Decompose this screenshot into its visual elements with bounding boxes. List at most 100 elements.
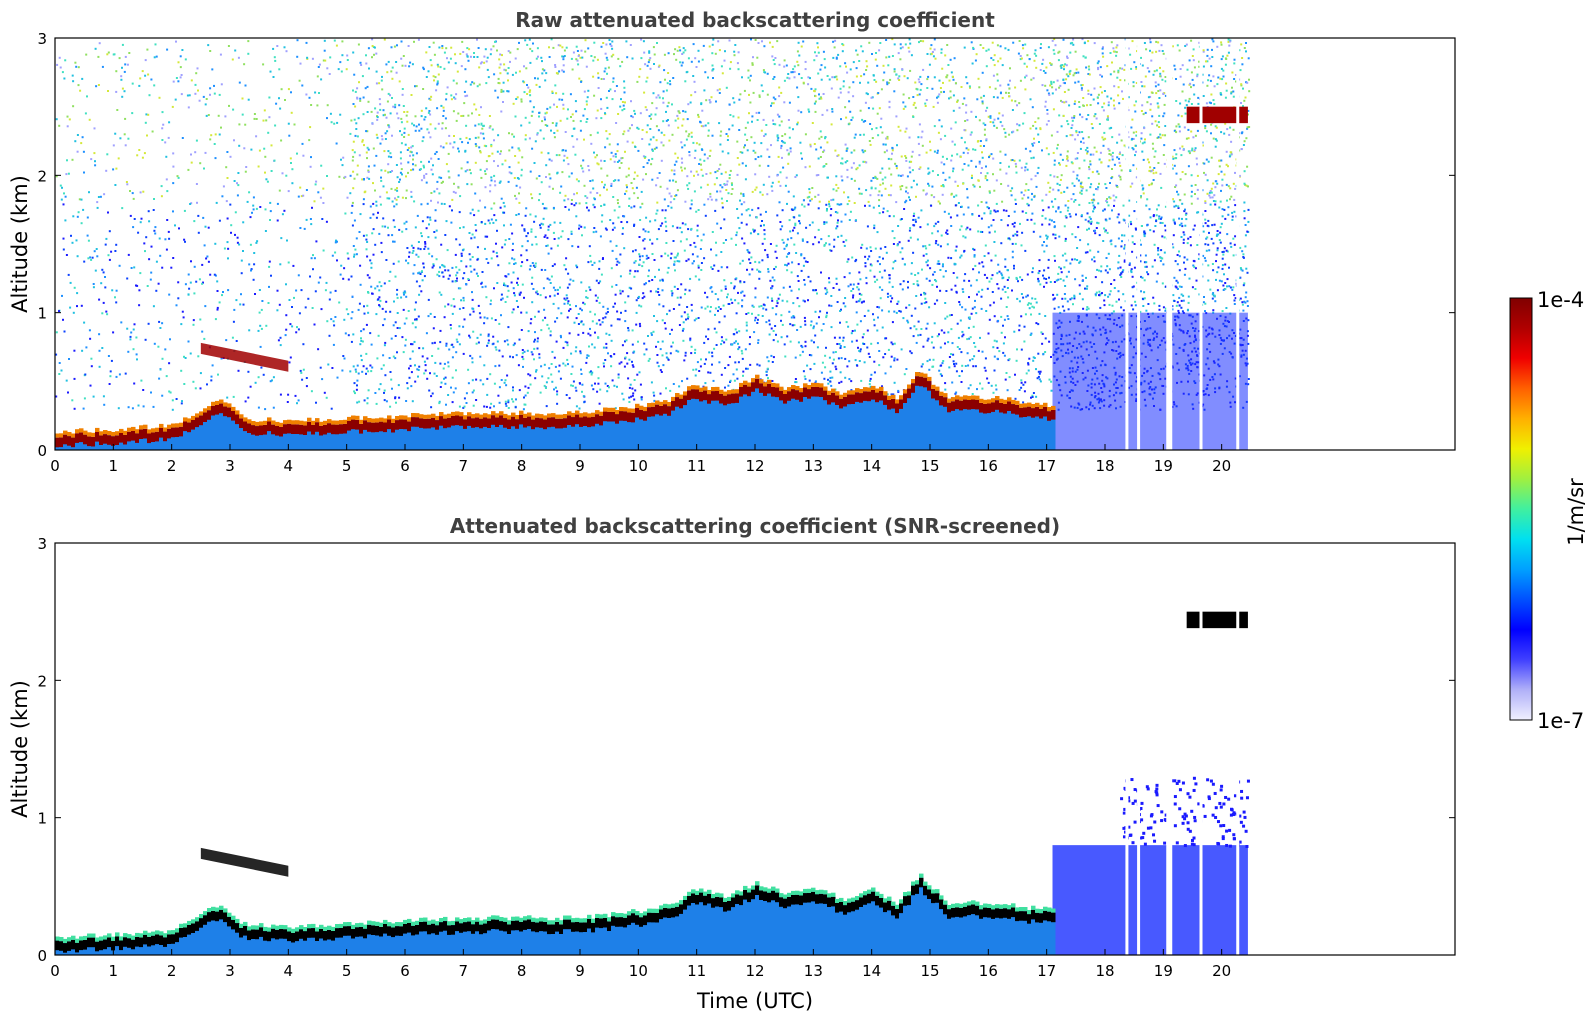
noise-speck bbox=[685, 259, 688, 262]
noise-speck bbox=[553, 136, 556, 139]
noise-speck bbox=[878, 199, 881, 202]
noise-speck bbox=[522, 358, 525, 361]
noise-speck bbox=[363, 178, 365, 180]
noise-speck bbox=[534, 315, 536, 318]
noise-speck bbox=[556, 171, 559, 174]
noise-speck bbox=[846, 147, 849, 150]
noise-speck bbox=[566, 358, 569, 361]
noise-speck bbox=[726, 200, 728, 202]
noise-speck bbox=[797, 341, 800, 344]
noise-speck bbox=[362, 198, 365, 201]
noise-speck bbox=[856, 53, 859, 56]
noise-speck bbox=[665, 242, 668, 244]
noise-speck bbox=[378, 305, 381, 308]
noise-speck bbox=[403, 111, 406, 113]
noise-speck bbox=[593, 151, 595, 154]
noise-speck bbox=[819, 310, 822, 313]
noise-speck bbox=[326, 117, 328, 120]
noise-speck bbox=[532, 106, 535, 109]
noise-speck bbox=[737, 302, 740, 305]
noise-speck bbox=[509, 60, 511, 63]
noise-speck bbox=[457, 186, 460, 189]
noise-speck bbox=[213, 143, 216, 145]
noise-speck bbox=[589, 310, 592, 313]
noise-speck bbox=[887, 81, 890, 84]
noise-speck bbox=[787, 153, 790, 156]
noise-speck bbox=[694, 57, 697, 60]
noise-speck bbox=[640, 38, 643, 41]
noise-speck bbox=[459, 227, 461, 229]
noise-speck bbox=[453, 141, 456, 144]
noise-speck bbox=[177, 176, 180, 179]
noise-speck bbox=[794, 222, 797, 225]
noise-speck bbox=[857, 282, 860, 285]
noise-speck bbox=[606, 307, 609, 310]
noise-speck bbox=[157, 345, 160, 348]
noise-speck bbox=[181, 310, 184, 313]
noise-speck bbox=[890, 355, 893, 358]
noise-speck bbox=[647, 359, 650, 362]
noise-speck bbox=[676, 156, 679, 159]
noise-speck bbox=[880, 194, 883, 197]
noise-speck bbox=[381, 307, 384, 310]
noise-speck bbox=[197, 89, 199, 92]
noise-speck bbox=[870, 342, 873, 345]
noise-speck bbox=[403, 136, 406, 138]
noise-speck bbox=[395, 71, 398, 74]
noise-speck bbox=[526, 259, 529, 262]
noise-speck bbox=[484, 206, 487, 209]
noise-speck bbox=[669, 201, 672, 204]
noise-speck bbox=[606, 311, 609, 313]
noise-speck bbox=[533, 220, 536, 223]
noise-speck bbox=[610, 45, 613, 47]
noise-speck bbox=[775, 333, 777, 336]
noise-speck bbox=[546, 277, 549, 280]
noise-speck bbox=[620, 361, 623, 364]
noise-speck bbox=[304, 306, 307, 309]
noise-speck bbox=[941, 67, 944, 70]
noise-speck bbox=[769, 41, 771, 44]
noise-speck bbox=[396, 176, 399, 179]
noise-speck bbox=[783, 141, 786, 144]
noise-speck bbox=[829, 214, 832, 217]
noise-speck bbox=[683, 359, 686, 362]
noise-speck bbox=[576, 50, 579, 52]
noise-speck bbox=[383, 391, 385, 394]
noise-speck bbox=[415, 318, 418, 321]
noise-speck bbox=[786, 238, 789, 241]
noise-speck bbox=[761, 220, 763, 222]
noise-speck bbox=[650, 332, 653, 335]
noise-speck bbox=[891, 285, 894, 288]
noise-speck bbox=[167, 230, 170, 233]
noise-speck bbox=[909, 227, 912, 230]
noise-speck bbox=[477, 209, 480, 212]
noise-speck bbox=[597, 163, 600, 166]
noise-speck bbox=[132, 328, 135, 331]
noise-speck bbox=[433, 79, 435, 82]
noise-speck bbox=[633, 261, 636, 264]
noise-speck bbox=[941, 362, 944, 365]
noise-speck bbox=[673, 285, 676, 288]
noise-speck bbox=[789, 230, 792, 233]
noise-speck bbox=[763, 237, 766, 240]
noise-speck bbox=[831, 362, 834, 365]
noise-speck bbox=[692, 368, 695, 371]
noise-speck bbox=[694, 351, 696, 354]
noise-speck bbox=[728, 177, 731, 180]
noise-speck bbox=[781, 225, 784, 228]
noise-speck bbox=[495, 348, 498, 351]
noise-speck bbox=[849, 283, 852, 286]
noise-speck bbox=[649, 238, 651, 241]
noise-speck bbox=[250, 269, 252, 272]
noise-speck bbox=[71, 158, 74, 161]
noise-speck bbox=[747, 76, 750, 79]
noise-speck bbox=[833, 238, 836, 241]
noise-speck bbox=[341, 40, 344, 43]
noise-speck bbox=[794, 381, 797, 384]
noise-speck bbox=[384, 132, 387, 135]
noise-speck bbox=[739, 93, 742, 96]
noise-speck bbox=[909, 198, 911, 201]
noise-speck bbox=[437, 65, 440, 68]
noise-speck bbox=[515, 354, 518, 357]
noise-speck bbox=[627, 329, 630, 332]
